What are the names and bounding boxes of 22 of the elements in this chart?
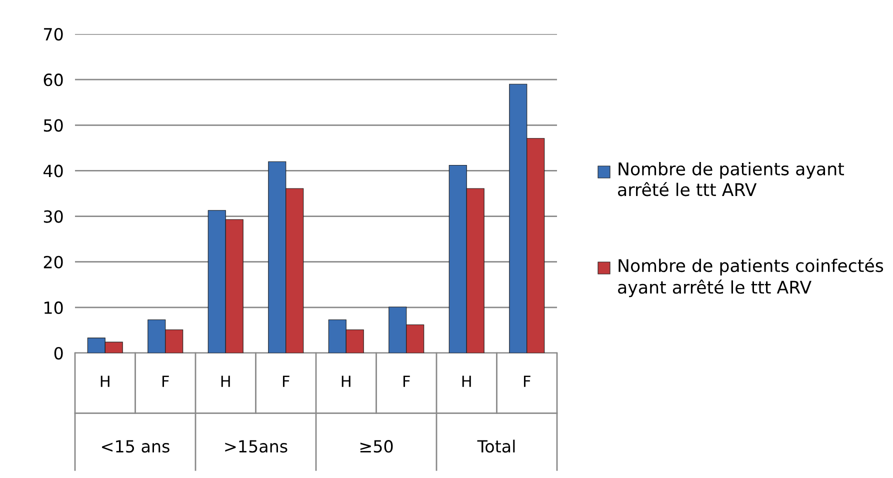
y-tick-label: 40 [43,164,63,178]
x-tick-label: H [462,376,471,387]
x-tick-label: F [162,376,169,387]
x-tick-label: F [282,376,290,387]
y-tick-label: 20 [44,256,63,268]
legend-label: Nombre de patients ayant arrêté le ttt ARV [618,162,844,196]
x-tick-label: H [221,376,230,387]
x-tick-label: H [342,376,350,387]
legend-label: Nombre de patients coinfectés ayant arrêté le ttt ARV [618,258,884,298]
x-tick-label: F [524,376,530,387]
text: >15ans [225,440,288,453]
y-tick-label: 30 [44,210,63,223]
text: ≥50 [360,440,393,453]
y-tick-label: 60 [44,74,63,86]
y-tick-label: 70 [44,28,63,41]
y-tick-label: 0 [54,346,63,360]
x-tick-label: F [403,376,410,387]
text: <15 ans [102,440,170,453]
x-tick-label: H [100,376,110,387]
y-tick-label: 10 [44,301,63,314]
text: Total [477,440,515,453]
y-tick-label: 50 [44,119,63,132]
